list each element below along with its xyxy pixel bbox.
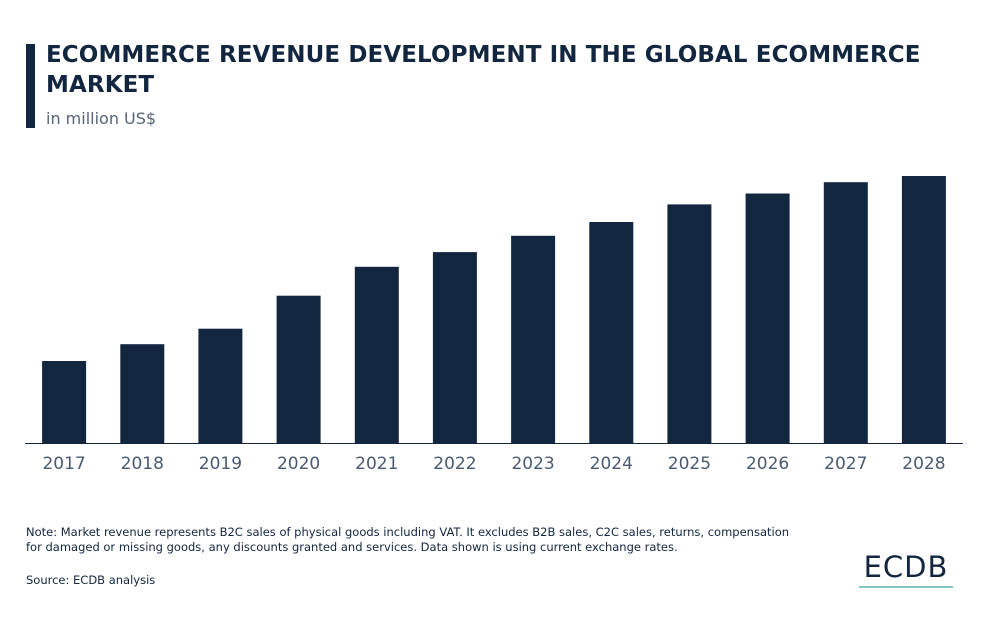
bar-2018 bbox=[120, 344, 165, 443]
source-text: Source: ECDB analysis bbox=[26, 573, 156, 587]
bar-2026 bbox=[745, 193, 790, 443]
x-tick-label-2028: 2028 bbox=[902, 454, 945, 474]
x-tick-label-2022: 2022 bbox=[433, 454, 476, 474]
title-accent-bar bbox=[26, 44, 35, 128]
x-tick-label-2025: 2025 bbox=[668, 454, 711, 474]
x-tick-label-2020: 2020 bbox=[277, 454, 320, 474]
bar-2020 bbox=[276, 295, 321, 443]
x-tick-label-2026: 2026 bbox=[746, 454, 789, 474]
bar-2023 bbox=[511, 235, 556, 443]
x-tick-label-2021: 2021 bbox=[355, 454, 398, 474]
bar-2021 bbox=[354, 266, 399, 443]
x-tick-label-2024: 2024 bbox=[590, 454, 633, 474]
bar-2019 bbox=[198, 328, 243, 443]
bar-2017 bbox=[42, 361, 87, 443]
bar-2022 bbox=[432, 252, 477, 443]
x-tick-label-2017: 2017 bbox=[42, 454, 85, 474]
x-axis-labels: 2017 2018 2019 2020 2021 2022 2023 2024 2025 2026… bbox=[42, 454, 945, 474]
bar-2025 bbox=[667, 204, 712, 443]
bar-group bbox=[42, 176, 946, 443]
chart-subtitle: in million US$ bbox=[46, 109, 157, 128]
x-tick-label-2019: 2019 bbox=[199, 454, 242, 474]
logo-underline bbox=[859, 586, 953, 588]
bar-2028 bbox=[901, 176, 946, 443]
x-tick-label-2018: 2018 bbox=[121, 454, 164, 474]
bar-2027 bbox=[823, 182, 868, 443]
bar-2024 bbox=[589, 222, 634, 443]
footnote: Note: Market revenue represents B2C sale… bbox=[26, 525, 790, 554]
chart-title: ECOMMERCE REVENUE DEVELOPMENT IN THE GLO… bbox=[46, 42, 921, 98]
x-tick-label-2027: 2027 bbox=[824, 454, 867, 474]
logo-text: ECDB bbox=[863, 550, 949, 584]
ecdb-logo: ECDB bbox=[857, 550, 955, 588]
x-tick-label-2023: 2023 bbox=[511, 454, 554, 474]
